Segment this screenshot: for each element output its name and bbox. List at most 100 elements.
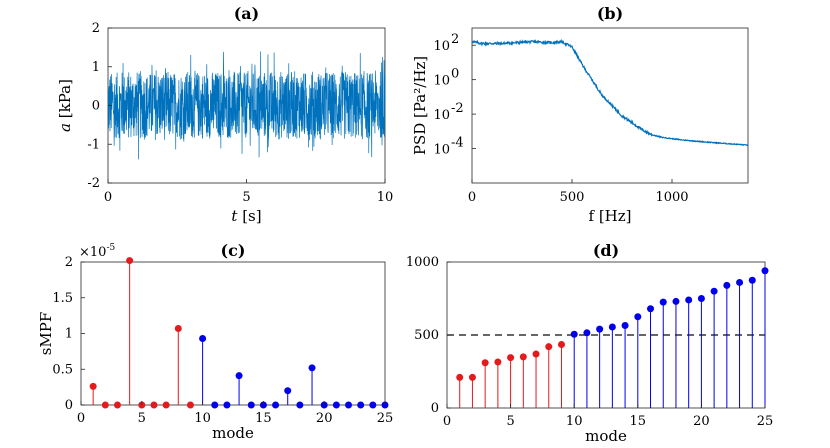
x-tick-label: 20 xyxy=(693,414,710,429)
signal-line xyxy=(107,51,386,160)
stem-marker xyxy=(468,373,476,381)
y-tick-base: 10 xyxy=(433,108,450,123)
y-tick-label: 0 xyxy=(431,401,439,416)
y-axis-label: PSD [Pa²/Hz] xyxy=(411,56,429,155)
y-tick-label: 10 xyxy=(433,74,450,89)
panel-d: (d) 0 5 10 15 20 25 0 500 1000 mode xyxy=(406,241,773,445)
y-tick-label: 500 xyxy=(414,328,439,343)
y-tick-exponent: 0 xyxy=(451,67,459,82)
y-axis-unit: [Pa²/Hz] xyxy=(411,56,429,123)
y-axis-name: PSD xyxy=(411,123,429,155)
x-tick-label: 500 xyxy=(560,190,585,205)
stem-marker xyxy=(634,313,642,321)
stem-marker xyxy=(647,305,655,313)
stem-marker xyxy=(126,257,134,265)
y-tick-exponent: -2 xyxy=(451,101,464,116)
x-tick-label: 20 xyxy=(316,411,333,426)
x-tick-label: 25 xyxy=(757,414,774,429)
panel-title: (b) xyxy=(597,4,623,23)
stem-marker xyxy=(162,401,170,409)
y-tick-label: 0 xyxy=(65,398,73,413)
stem-marker xyxy=(761,267,769,275)
axes-box xyxy=(80,261,386,406)
x-axis-label: mode xyxy=(212,424,254,442)
y-tick-label: 10 xyxy=(433,108,450,123)
multiplier-exponent: -5 xyxy=(106,243,115,253)
x-axis-unit: [s] xyxy=(237,207,261,225)
axes-box xyxy=(471,27,749,184)
y-tick-base: 10 xyxy=(433,74,450,89)
y-tick-label: 2 xyxy=(92,21,100,36)
y-tick-exponent: -4 xyxy=(451,136,464,151)
x-tick-label: 1000 xyxy=(655,190,688,205)
stem-marker xyxy=(519,353,527,361)
stem-marker xyxy=(113,401,121,409)
x-tick-label: 5 xyxy=(506,414,514,429)
x-tick-label: 5 xyxy=(242,190,250,205)
x-tick-label: 5 xyxy=(138,411,146,426)
panel-title: (c) xyxy=(221,241,246,260)
stem-marker xyxy=(89,382,97,390)
stem-marker xyxy=(608,323,616,331)
stem-marker xyxy=(456,373,464,381)
x-tick-label: 10 xyxy=(194,411,211,426)
y-tick-label: -2 xyxy=(87,176,100,191)
panel-a: (a) 0 5 10 -2 -1 0 1 2 t [s] a [kPa] xyxy=(56,4,393,225)
x-axis-unit: [Hz] xyxy=(594,207,631,225)
stem-marker xyxy=(199,335,207,343)
y-axis-symbol: a xyxy=(56,123,74,132)
stem-marker xyxy=(332,401,340,409)
y-axis-multiplier: ×10-5 xyxy=(79,243,115,260)
x-axis-label: t [s] xyxy=(231,207,261,225)
stem-marker xyxy=(211,401,219,409)
y-tick-base: 10 xyxy=(433,143,450,158)
stem-marker xyxy=(247,401,255,409)
y-axis-label: a [kPa] xyxy=(56,79,74,132)
stem-marker xyxy=(736,278,744,286)
stem-marker xyxy=(101,401,109,409)
stem-marker xyxy=(710,287,718,295)
y-tick-label: 1 xyxy=(65,327,73,342)
stem-marker xyxy=(621,322,629,330)
y-tick-label: 1.5 xyxy=(52,291,73,306)
stem-marker xyxy=(235,372,243,380)
stem-marker xyxy=(723,281,731,289)
stem-marker xyxy=(174,324,182,332)
stem-marker xyxy=(532,350,540,358)
x-axis-label: f [Hz] xyxy=(588,207,631,225)
stem-marker xyxy=(748,276,756,284)
y-tick-label: -1 xyxy=(87,137,100,152)
stem-marker xyxy=(357,401,365,409)
stem-marker xyxy=(272,401,280,409)
x-tick-label: 10 xyxy=(566,414,583,429)
panel-c: (c) 0 5 10 15 20 25 0 0.5 1 1.5 2 mode sMPF ×10-5 xyxy=(37,241,393,442)
y-tick-exponent: 2 xyxy=(451,32,459,47)
stem-marker xyxy=(507,354,515,362)
x-axis-symbol: t xyxy=(231,207,238,225)
x-tick-label: 15 xyxy=(255,411,272,426)
y-axis-unit: [kPa] xyxy=(56,79,74,123)
x-axis-symbol: f xyxy=(588,207,595,225)
y-tick-base: 10 xyxy=(433,39,450,54)
stem-marker xyxy=(685,296,693,304)
x-tick-label: 0 xyxy=(443,414,451,429)
x-tick-label: 0 xyxy=(77,411,85,426)
multiplier-base: ×10 xyxy=(79,245,106,260)
panel-title: (d) xyxy=(593,241,619,260)
stem-marker xyxy=(659,298,667,306)
x-tick-label: 25 xyxy=(377,411,394,426)
x-tick-label: 15 xyxy=(630,414,647,429)
stem-marker xyxy=(545,343,553,351)
y-tick-label: 10 xyxy=(433,39,450,54)
y-tick-label: 1000 xyxy=(406,255,439,270)
stem-marker xyxy=(481,359,489,367)
stem-marker xyxy=(345,401,353,409)
x-tick-label: 10 xyxy=(377,190,394,205)
stem-marker xyxy=(494,358,502,366)
y-tick-label: 0 xyxy=(92,99,100,114)
stem-marker xyxy=(296,401,304,409)
stem-marker xyxy=(150,401,158,409)
stem-marker xyxy=(596,325,604,333)
